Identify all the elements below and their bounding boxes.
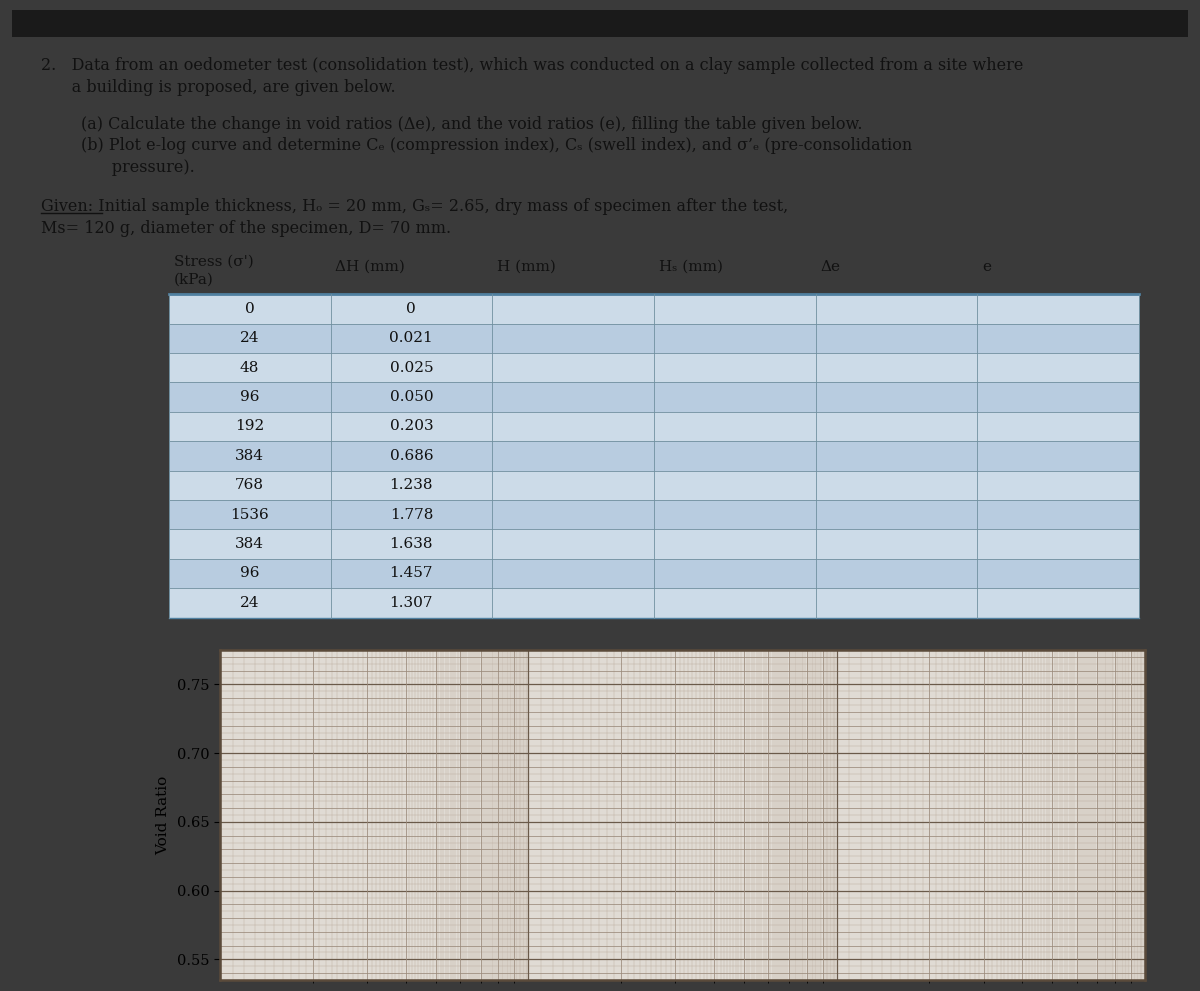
Text: e: e: [983, 260, 991, 274]
Bar: [169, 353, 1139, 383]
Text: 96: 96: [240, 390, 259, 404]
Text: 192: 192: [235, 419, 264, 433]
Text: 48: 48: [240, 361, 259, 375]
Text: 24: 24: [240, 331, 259, 345]
Text: 2.   Data from an oedometer test (consolidation test), which was conducted on a : 2. Data from an oedometer test (consolid…: [42, 56, 1024, 74]
Text: H (mm): H (mm): [497, 260, 556, 274]
Bar: [169, 588, 1139, 617]
Text: Δe: Δe: [821, 260, 840, 274]
Text: 0.021: 0.021: [390, 331, 433, 345]
Y-axis label: Void Ratio: Void Ratio: [156, 775, 170, 854]
Text: (a) Calculate the change in void ratios (Δe), and the void ratios (e), filling t: (a) Calculate the change in void ratios …: [80, 116, 862, 133]
Text: 1.307: 1.307: [390, 596, 433, 609]
Text: 0: 0: [407, 302, 416, 316]
Bar: [169, 294, 1139, 323]
Text: 768: 768: [235, 479, 264, 493]
Bar: [169, 323, 1139, 353]
Bar: [169, 559, 1139, 588]
Bar: [169, 471, 1139, 499]
Text: 384: 384: [235, 537, 264, 551]
Text: Hₛ (mm): Hₛ (mm): [659, 260, 722, 274]
Bar: [12, 10, 1188, 38]
Text: (b) Plot e-log curve and determine Cₑ (compression index), Cₛ (swell index), and: (b) Plot e-log curve and determine Cₑ (c…: [80, 138, 912, 155]
Text: 96: 96: [240, 567, 259, 581]
Text: 0.025: 0.025: [390, 361, 433, 375]
Text: 0.686: 0.686: [390, 449, 433, 463]
Text: (kPa): (kPa): [174, 273, 214, 286]
Text: 1.638: 1.638: [390, 537, 433, 551]
Text: Ms= 120 g, diameter of the specimen, D= 70 mm.: Ms= 120 g, diameter of the specimen, D= …: [42, 220, 451, 237]
Text: ΔH (mm): ΔH (mm): [336, 260, 406, 274]
Bar: [169, 529, 1139, 559]
Text: 1.778: 1.778: [390, 507, 433, 521]
Bar: [169, 411, 1139, 441]
Text: pressure).: pressure).: [80, 159, 194, 175]
Bar: [169, 383, 1139, 411]
Text: 1.457: 1.457: [390, 567, 433, 581]
Text: Stress (σ'): Stress (σ'): [174, 255, 253, 269]
Text: 1536: 1536: [230, 507, 269, 521]
Text: a building is proposed, are given below.: a building is proposed, are given below.: [42, 78, 396, 95]
Bar: [169, 441, 1139, 471]
Text: 384: 384: [235, 449, 264, 463]
Text: 24: 24: [240, 596, 259, 609]
Bar: [169, 499, 1139, 529]
Text: 0: 0: [245, 302, 254, 316]
Text: Given: Initial sample thickness, Hₒ = 20 mm, Gₛ= 2.65, dry mass of specimen afte: Given: Initial sample thickness, Hₒ = 20…: [42, 198, 788, 215]
Text: 1.238: 1.238: [390, 479, 433, 493]
Text: 0.050: 0.050: [390, 390, 433, 404]
Text: 0.203: 0.203: [390, 419, 433, 433]
